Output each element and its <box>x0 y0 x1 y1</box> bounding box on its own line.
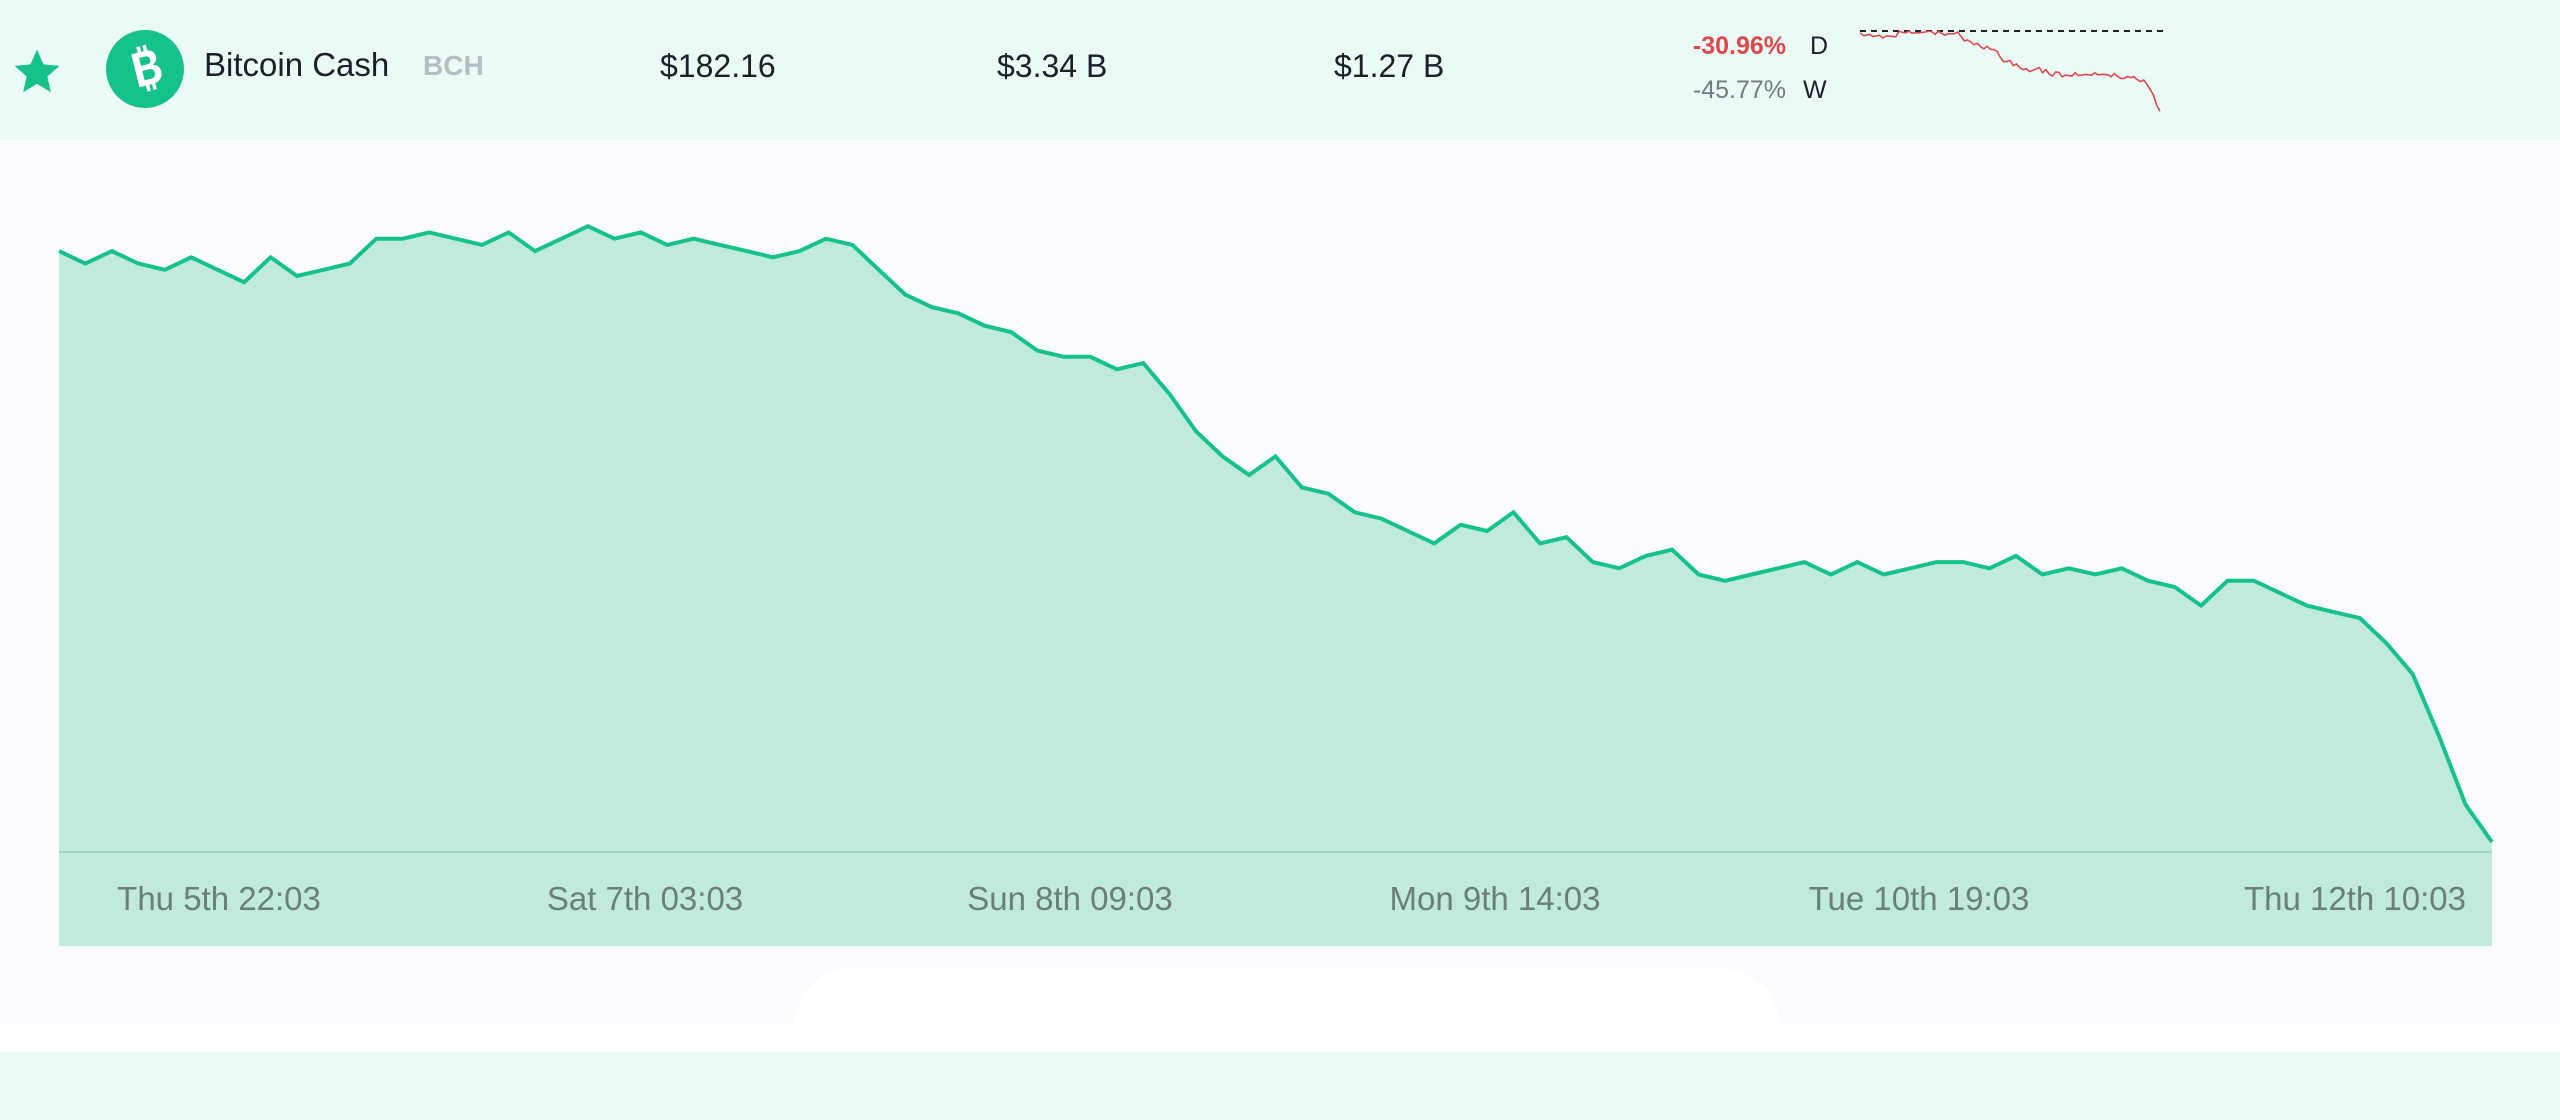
weekly-label: W <box>1803 76 1827 104</box>
x-tick-label: Mon 9th 14:03 <box>1390 880 1601 917</box>
x-tick-label: Thu 12th 10:03 <box>2244 880 2466 917</box>
daily-label: D <box>1810 32 1829 60</box>
coin-row[interactable]: Bitcoin Cash BCH $182.16 $3.34 B $1.27 B… <box>0 0 2560 140</box>
market-cap: $3.34 B <box>997 48 1108 84</box>
volume: $1.27 B <box>1334 48 1445 84</box>
footer-row <box>0 1052 2560 1120</box>
coin-price: $182.16 <box>660 48 776 84</box>
axis-band <box>59 852 2492 946</box>
x-tick-label: Tue 10th 19:03 <box>1809 880 2030 917</box>
x-tick-label: Sat 7th 03:03 <box>547 880 743 917</box>
sparkline-line <box>1859 30 2161 112</box>
sparkline <box>1859 30 2166 112</box>
x-axis-ticks: Thu 5th 22:03 Sat 7th 03:03 Sun 8th 09:03 M… <box>117 880 2466 917</box>
chart-panel: Thu 5th 22:03 Sat 7th 03:03 Sun 8th 09:03 M… <box>0 140 2560 1038</box>
price-line <box>58 223 2494 844</box>
x-tick-label: Sun 8th 09:03 <box>967 880 1173 917</box>
x-tick-label: Thu 5th 22:03 <box>117 880 321 917</box>
coin-symbol: BCH <box>423 50 484 81</box>
price-chart[interactable]: Thu 5th 22:03 Sat 7th 03:03 Sun 8th 09:03 M… <box>0 140 2560 980</box>
price-area <box>59 226 2492 852</box>
change-daily: -30.96% <box>1692 32 1786 60</box>
coin-name[interactable]: Bitcoin Cash <box>204 46 390 83</box>
change-weekly: -45.77% <box>1692 76 1786 104</box>
star-icon[interactable] <box>10 45 64 99</box>
scroll-handle[interactable] <box>794 968 1780 1038</box>
bitcoin-cash-logo-icon <box>106 30 184 108</box>
